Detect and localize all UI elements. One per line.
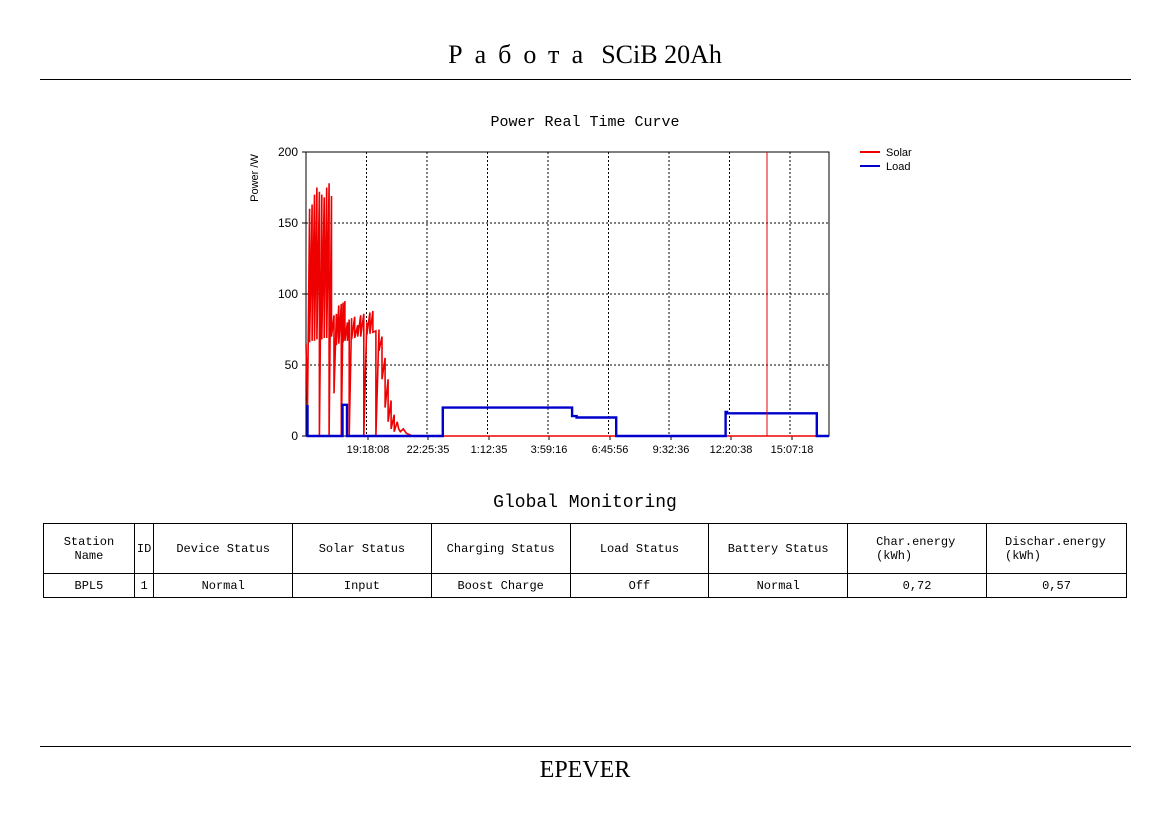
column-header: Station Name (43, 523, 135, 574)
y-tick-label: 100 (278, 287, 298, 301)
table-cell: Input (292, 573, 432, 598)
column-header: Char.energy (kWh) (847, 523, 987, 574)
table-cell: Normal (153, 573, 294, 598)
column-header: Charging Status (430, 523, 571, 574)
power-chart: Power Real Time Curve Power /W 0 50 100 150… (249, 114, 912, 456)
table-cell: Normal (708, 573, 849, 598)
table-cell: 0,57 (986, 573, 1127, 598)
series-line-load (306, 403, 829, 438)
series-line-solar (305, 183, 829, 437)
column-header: ID (133, 523, 155, 574)
x-tick-label: 15:07:18 (771, 444, 814, 456)
footer-brand: EPEVER (539, 757, 631, 783)
page-title: Работа SCiB 20Ah (0, 40, 1170, 70)
y-tick-label: 50 (285, 358, 299, 372)
chart-series (305, 183, 829, 438)
legend-label: Load (886, 161, 910, 173)
page-title-model: SCiB 20Ah (601, 40, 722, 69)
monitoring-table: Station Name ID Device Status Solar Stat… (43, 523, 1127, 598)
power-chart-svg: Power Real Time Curve Power /W 0 50 100 150… (249, 114, 912, 456)
column-header: Load Status (569, 523, 710, 574)
table-cell: 1 (133, 573, 155, 598)
y-tick-label: 0 (291, 429, 298, 443)
table-cell: Off (569, 573, 710, 598)
column-header: Battery Status (708, 523, 849, 574)
table-cell: 0,72 (847, 573, 987, 598)
x-tick-label: 6:45:56 (592, 444, 629, 456)
y-tick-label: 150 (278, 216, 298, 230)
page-title-word: Работа (448, 40, 596, 69)
y-axis-ticks: 0 50 100 150 200 (278, 145, 306, 443)
footer-divider (40, 746, 1131, 747)
x-tick-label: 9:32:36 (653, 444, 690, 456)
x-axis-ticks: 19:18:08 22:25:35 1:12:35 3:59:16 6:45:56 9:3… (347, 436, 814, 456)
y-axis-label: Power /W (249, 154, 261, 202)
x-tick-label: 19:18:08 (347, 444, 390, 456)
chart-grid (306, 152, 829, 436)
x-tick-label: 3:59:16 (531, 444, 568, 456)
column-header: Device Status (153, 523, 294, 574)
y-tick-label: 200 (278, 145, 298, 159)
table-cell: Boost Charge (430, 573, 571, 598)
column-header: Solar Status (292, 523, 432, 574)
column-header: Dischar.energy (kWh) (986, 523, 1127, 574)
x-tick-label: 12:20:38 (710, 444, 753, 456)
header-divider (40, 79, 1131, 80)
table-cell: BPL5 (43, 573, 135, 598)
table-row: BPL5 1 Normal Input Boost Charge Off Nor… (43, 573, 1127, 598)
x-tick-label: 22:25:35 (407, 444, 450, 456)
legend-label: Solar (886, 147, 912, 159)
chart-legend: Solar Load (860, 147, 912, 173)
chart-title: Power Real Time Curve (490, 114, 679, 131)
table-header-row: Station Name ID Device Status Solar Stat… (43, 523, 1127, 574)
monitoring-title: Global Monitoring (493, 493, 677, 513)
x-tick-label: 1:12:35 (471, 444, 508, 456)
